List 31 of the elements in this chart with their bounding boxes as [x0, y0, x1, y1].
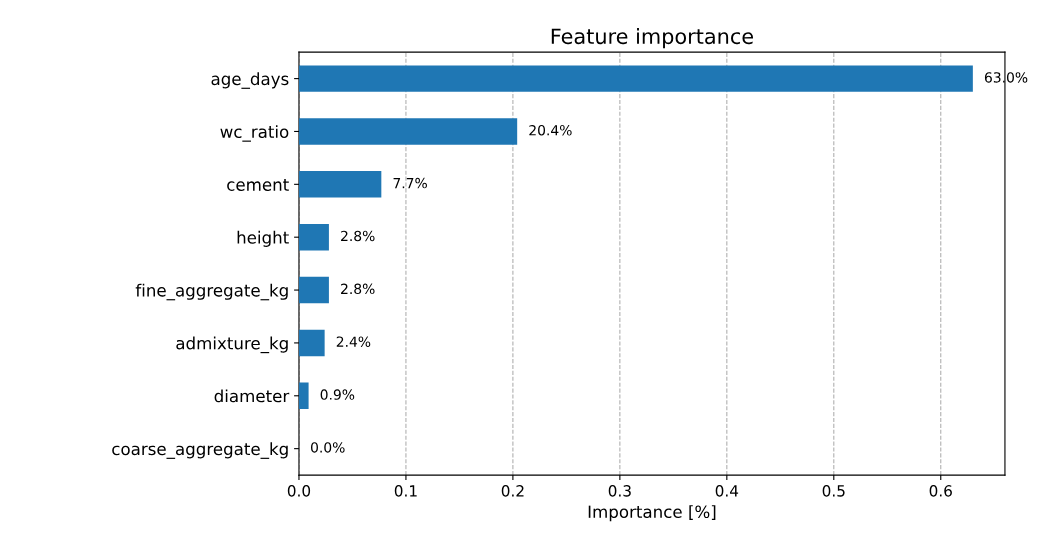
x-tick-label: 0.5	[822, 485, 845, 497]
y-tick-label: age_days	[211, 72, 289, 89]
chart-title: Feature importance	[551, 28, 754, 49]
x-tick-label: 0.1	[394, 485, 417, 497]
y-tick-label: height	[237, 230, 289, 247]
y-tick-label: wc_ratio	[220, 125, 289, 142]
bar	[298, 382, 309, 409]
y-tick-label: fine_aggregate_kg	[135, 283, 288, 301]
data-label: 0.0%	[310, 442, 345, 453]
data-label: 7.7%	[393, 177, 427, 189]
bar	[298, 118, 518, 145]
y-tick-label: admixture_kg	[176, 336, 288, 354]
data-label: 2.8%	[341, 230, 375, 242]
bar	[298, 276, 329, 304]
y-tick-label: coarse_aggregate_kg	[112, 442, 288, 459]
x-tick-label: 0.6	[929, 485, 952, 497]
bar	[298, 171, 382, 198]
x-axis-title: Importance [%]	[588, 505, 716, 522]
x-tick-label: 0.3	[608, 485, 631, 497]
x-tick-label: 0.0	[287, 485, 311, 497]
x-tick-label: 0.4	[715, 485, 739, 497]
bar	[298, 329, 325, 357]
bar	[298, 65, 973, 92]
data-label: 2.8%	[341, 283, 375, 295]
y-tick-label: diameter	[214, 389, 290, 403]
data-label: 2.4%	[336, 336, 371, 347]
y-tick-label: cement	[227, 178, 289, 191]
data-label: 20.4%	[529, 124, 572, 136]
x-tick-label: 0.2	[501, 485, 524, 497]
bar	[298, 223, 329, 251]
data-label: 0.9%	[320, 389, 355, 400]
